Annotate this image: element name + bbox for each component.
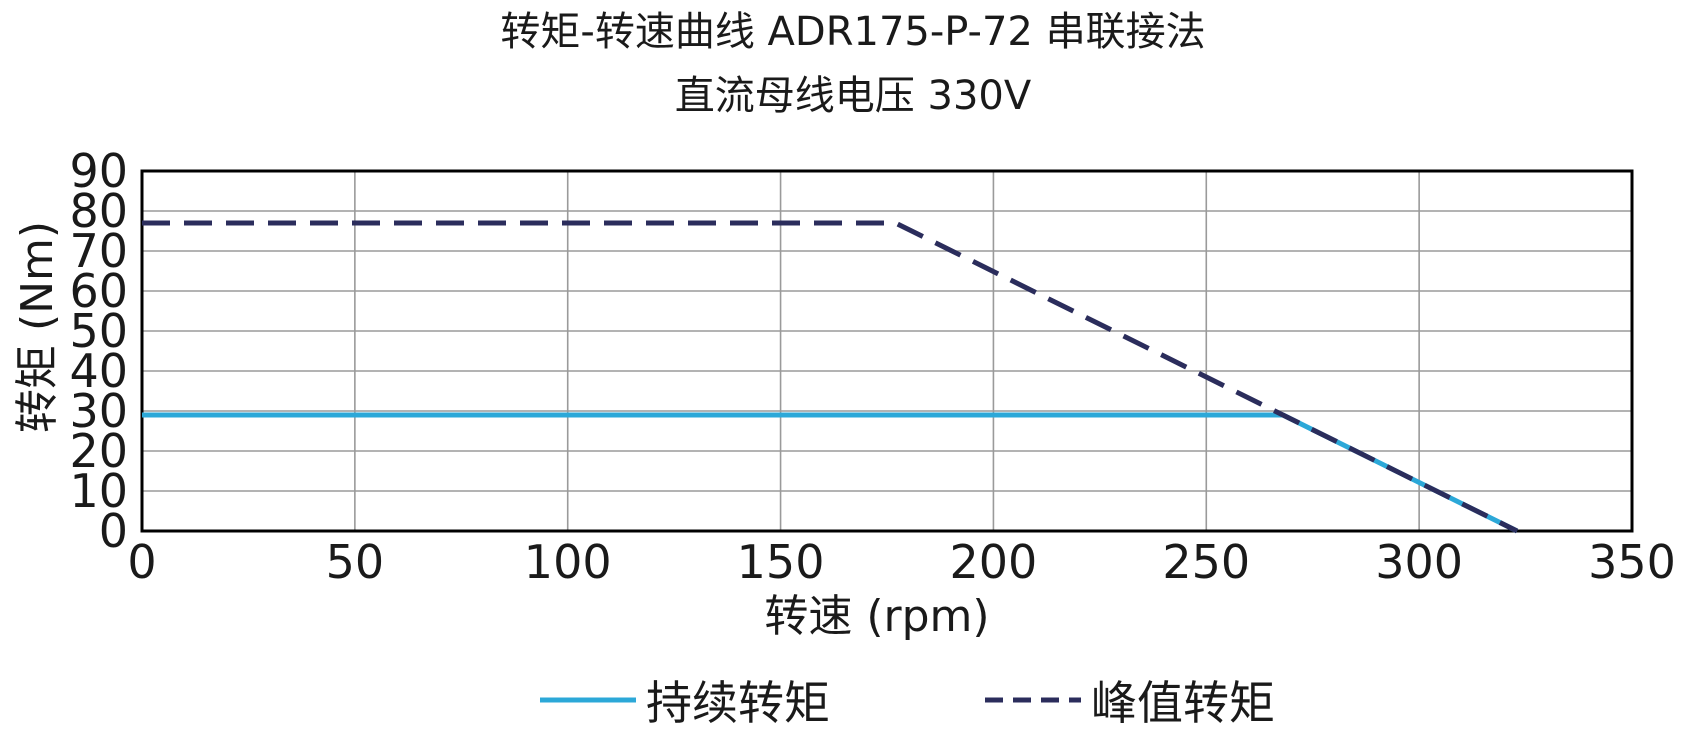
y-axis-label: 转矩 (Nm) [12, 221, 63, 433]
y-tick-label-20: 20 [69, 424, 128, 478]
y-tick-label-40: 40 [69, 344, 128, 398]
series-line-continuous [142, 412, 1519, 534]
y-tick-label-30: 30 [69, 384, 128, 438]
x-tick-label-50: 50 [326, 535, 385, 589]
x-tick-label-250: 250 [1162, 535, 1250, 589]
y-tick-label-80: 80 [69, 184, 128, 238]
legend-swatch-peak [985, 697, 1081, 703]
chart-legend: 持续转矩 峰值转矩 [0, 668, 1706, 732]
y-tick-label-90: 90 [69, 144, 128, 198]
y-tick-label-70: 70 [69, 224, 128, 278]
x-tick-label-300: 300 [1375, 535, 1463, 589]
x-tick-label-200: 200 [950, 535, 1038, 589]
x-tick-label-0: 0 [127, 535, 156, 589]
y-tick-label-60: 60 [69, 264, 128, 318]
y-tick-label-10: 10 [69, 464, 128, 518]
plot-frame [140, 169, 1634, 533]
chart-subtitle: 直流母线电压 330V [674, 73, 1032, 119]
x-axis-label: 转速 (rpm) [764, 591, 989, 642]
legend-label-continuous: 持续转矩 [646, 676, 830, 730]
series-line-peak [142, 220, 1519, 534]
legend-item-peak: 峰值转矩 [985, 668, 1275, 732]
chart-title: 转矩-转速曲线 ADR175-P-72 串联接法 [500, 9, 1206, 55]
x-tick-label-150: 150 [737, 535, 825, 589]
legend-swatch-continuous [540, 697, 636, 703]
chart-plot: 0 50 100 150 200 250 300 3500102030405060708090… [12, 144, 1676, 642]
x-tick-label-350: 350 [1588, 535, 1676, 589]
y-tick-label-50: 50 [69, 304, 128, 358]
legend-label-peak: 峰值转矩 [1091, 676, 1275, 730]
legend-item-continuous: 持续转矩 [540, 668, 830, 732]
x-tick-label-100: 100 [524, 535, 612, 589]
y-tick-label-0: 0 [99, 504, 128, 558]
